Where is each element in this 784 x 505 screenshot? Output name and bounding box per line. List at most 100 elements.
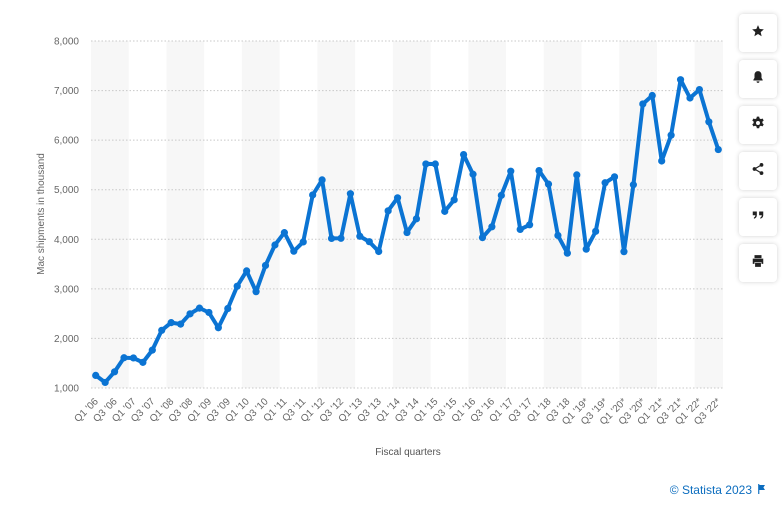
data-point[interactable] [676, 76, 685, 84]
data-point[interactable] [346, 190, 355, 198]
background-band [392, 41, 431, 388]
gear-icon [751, 116, 765, 135]
y-axis-ticks: 1,000 2,000 3,000 4,000 5,000 6,000 7,000 8,000 [54, 37, 79, 395]
data-point[interactable] [629, 181, 637, 189]
data-point[interactable] [695, 85, 704, 94]
data-point[interactable] [205, 308, 213, 317]
data-point[interactable] [375, 247, 383, 256]
background-band [317, 41, 356, 388]
data-point[interactable] [120, 354, 128, 362]
gridlines [91, 40, 723, 389]
data-point[interactable] [516, 225, 524, 234]
background-band [543, 41, 582, 388]
data-point[interactable] [129, 354, 138, 362]
data-point[interactable] [441, 207, 449, 215]
x-axis-label: Fiscal quarters [375, 447, 441, 458]
data-point[interactable] [92, 371, 100, 380]
data-point[interactable] [648, 91, 656, 100]
data-point[interactable] [167, 319, 175, 327]
data-point[interactable] [469, 170, 477, 178]
y-tick-label: 5,000 [54, 185, 79, 196]
data-point[interactable] [714, 145, 722, 154]
data-point[interactable] [403, 228, 411, 237]
data-point[interactable] [507, 167, 515, 175]
data-point[interactable] [148, 346, 156, 354]
share-button[interactable] [739, 152, 777, 190]
y-tick-label: 7,000 [54, 86, 79, 97]
print-icon [751, 254, 765, 273]
data-point[interactable] [705, 118, 713, 126]
data-point[interactable] [309, 191, 317, 199]
data-point[interactable] [535, 166, 543, 175]
statista-credit[interactable]: © Statista 2023 [670, 483, 766, 497]
data-point[interactable] [224, 304, 232, 313]
data-point[interactable] [554, 231, 562, 240]
print-button[interactable] [739, 244, 777, 282]
data-point[interactable] [563, 249, 571, 257]
data-point[interactable] [186, 310, 194, 318]
data-point[interactable] [299, 238, 307, 246]
data-point[interactable] [158, 326, 166, 334]
data-point[interactable] [450, 196, 458, 204]
y-tick-label: 3,000 [54, 284, 79, 295]
background-band [694, 41, 723, 388]
background-band [468, 41, 507, 388]
favorite-button[interactable] [739, 14, 777, 52]
data-point[interactable] [620, 248, 628, 256]
data-point[interactable] [177, 320, 185, 328]
notification-button[interactable] [739, 60, 777, 98]
cite-button[interactable] [739, 198, 777, 236]
y-tick-label: 4,000 [54, 235, 79, 246]
data-point[interactable] [478, 234, 487, 242]
data-point[interactable] [488, 223, 496, 231]
data-point[interactable] [658, 157, 666, 165]
data-point[interactable] [195, 304, 204, 312]
data-point[interactable] [327, 234, 336, 243]
data-point[interactable] [243, 267, 251, 275]
data-point[interactable] [290, 247, 298, 255]
data-point[interactable] [393, 194, 402, 202]
y-tick-label: 2,000 [54, 334, 79, 345]
data-point[interactable] [318, 176, 326, 184]
data-point[interactable] [667, 131, 675, 139]
data-point[interactable] [261, 261, 270, 270]
data-point[interactable] [422, 160, 430, 168]
data-point[interactable] [526, 221, 534, 229]
data-point[interactable] [110, 368, 119, 376]
data-point[interactable] [233, 282, 241, 290]
data-point[interactable] [365, 238, 373, 246]
data-point[interactable] [431, 160, 439, 168]
data-point[interactable] [601, 179, 609, 187]
data-point[interactable] [610, 173, 619, 181]
data-point[interactable] [497, 191, 505, 199]
star-icon [751, 24, 765, 43]
data-point[interactable] [139, 358, 147, 366]
alternating-bands [91, 41, 723, 388]
data-point[interactable] [214, 324, 222, 332]
share-icon [751, 162, 765, 181]
data-point[interactable] [459, 150, 468, 159]
settings-button[interactable] [739, 106, 777, 144]
data-point[interactable] [412, 215, 421, 223]
data-point[interactable] [592, 227, 600, 235]
y-tick-label: 1,000 [54, 384, 79, 395]
data-point[interactable] [639, 100, 647, 108]
y-axis-label: Mac shipments in thousand [36, 153, 47, 275]
data-point[interactable] [101, 378, 109, 387]
data-point[interactable] [544, 180, 553, 188]
data-point[interactable] [356, 232, 364, 240]
data-point[interactable] [686, 94, 694, 102]
data-point[interactable] [337, 234, 345, 242]
data-point[interactable] [280, 229, 288, 237]
sidebar-toolbar [739, 14, 777, 290]
data-point[interactable] [573, 171, 581, 179]
bell-icon [751, 70, 765, 89]
data-point[interactable] [582, 245, 590, 253]
background-band [166, 41, 205, 388]
quote-icon [751, 208, 765, 227]
data-point[interactable] [384, 207, 392, 215]
data-point[interactable] [252, 288, 260, 296]
data-point[interactable] [271, 241, 279, 249]
